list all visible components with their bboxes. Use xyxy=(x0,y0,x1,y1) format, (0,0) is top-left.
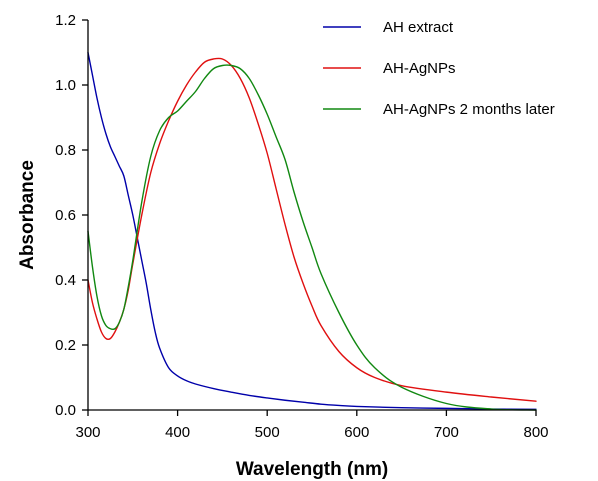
x-tick-label: 400 xyxy=(165,424,190,441)
x-tick-label: 600 xyxy=(344,424,369,441)
series-line-ah-agnps-2-months-later xyxy=(87,64,537,411)
x-tick-label: 300 xyxy=(75,424,100,441)
legend-label: AH extract xyxy=(383,19,454,36)
legend-label: AH-AgNPs xyxy=(383,60,456,77)
y-ticks: 0.0 0.2 0.4 0.6 0.8 1.0 1.2 xyxy=(55,12,88,419)
y-tick-label: 1.0 xyxy=(55,77,76,94)
axes-layer xyxy=(87,20,536,411)
y-tick-label: 0.0 xyxy=(55,402,76,419)
y-tick-label: 0.4 xyxy=(55,272,76,289)
legend-label: AH-AgNPs 2 months later xyxy=(383,101,555,118)
legend-item-ah-extract: AH extract xyxy=(323,19,454,36)
y-tick-label: 0.8 xyxy=(55,142,76,159)
y-tick-label: 0.2 xyxy=(55,337,76,354)
series-line-ah-extract xyxy=(87,51,537,411)
y-tick-label: 0.6 xyxy=(55,207,76,224)
legend-item-ah-agnps-2-months-later: AH-AgNPs 2 months later xyxy=(323,101,555,118)
x-tick-label: 800 xyxy=(523,424,548,441)
x-tick-label: 700 xyxy=(434,424,459,441)
legend: AH extract AH-AgNPs AH-AgNPs 2 months late… xyxy=(323,19,555,118)
x-tick-label: 500 xyxy=(255,424,280,441)
x-axis-title: Wavelength (nm) xyxy=(236,459,388,480)
series-layer xyxy=(87,51,537,411)
x-ticks: 300 400 500 600 700 800 xyxy=(75,410,549,441)
y-axis-title: Absorbance xyxy=(17,160,38,270)
y-tick-label: 1.2 xyxy=(55,12,76,29)
series-line-ah-agnps xyxy=(87,57,537,402)
legend-item-ah-agnps: AH-AgNPs xyxy=(323,60,456,77)
